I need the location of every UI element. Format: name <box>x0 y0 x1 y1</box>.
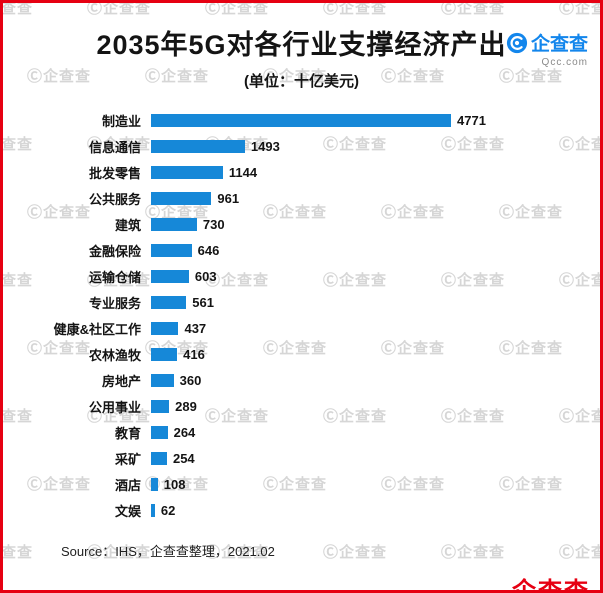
category-label: 建筑 <box>114 217 141 233</box>
value-label: 108 <box>163 476 186 492</box>
category-label: 文娱 <box>114 503 141 519</box>
bar-row: 房地产 360 <box>33 367 600 393</box>
bar <box>151 373 174 387</box>
bar-track: 730 <box>151 217 600 232</box>
category-label: 教育 <box>114 425 141 441</box>
bar-row: 专业服务 561 <box>33 289 600 315</box>
value-label: 416 <box>183 346 205 362</box>
bar-row: 文娱 62 <box>33 497 600 523</box>
chart-title: 2035年5G对各行业支撑经济产出 <box>96 30 507 60</box>
bar-track: 254 <box>151 451 600 466</box>
category-label: 运输仓储 <box>88 269 141 285</box>
bar <box>151 347 178 361</box>
bar-row: 公用事业 289 <box>33 393 600 419</box>
bar-track: 416 <box>151 347 600 362</box>
qcc-logo-domain: Qcc.com <box>541 57 588 68</box>
bar-row: 酒店 108 <box>33 471 600 497</box>
qcc-logo: 企查查 Qcc.com <box>506 29 588 68</box>
category-label: 金融保险 <box>88 243 141 259</box>
bar <box>151 165 223 179</box>
bar-row: 公共服务 961 <box>33 185 600 211</box>
chart-header: 2035年5G对各行业支撑经济产出 (单位：十亿美元) 企查查 Qcc.com <box>3 3 600 91</box>
value-label: 603 <box>194 268 217 284</box>
bar-row: 建筑 730 <box>33 211 600 237</box>
bar <box>151 477 158 491</box>
value-label: 646 <box>197 242 220 258</box>
bar-track: 289 <box>151 399 600 414</box>
bar-track: 1493 <box>151 139 600 154</box>
bar-track: 603 <box>151 269 600 284</box>
bar <box>151 295 187 309</box>
bar-row: 金融保险 646 <box>33 237 600 263</box>
bar <box>151 191 212 205</box>
category-label: 酒店 <box>114 477 141 493</box>
bar-row: 健康&社区工作 437 <box>33 315 600 341</box>
source-note: Source：IHS，企查查整理，2021.02 <box>61 544 275 559</box>
value-label: 360 <box>179 372 202 388</box>
bar-track: 360 <box>151 373 600 388</box>
bar <box>151 269 189 283</box>
bar <box>151 139 245 153</box>
bar-track: 108 <box>151 477 600 492</box>
bar <box>151 503 155 517</box>
qcc-logo-icon <box>506 32 528 54</box>
category-label: 公共服务 <box>88 191 141 207</box>
value-label: 437 <box>184 320 207 336</box>
bar <box>151 399 170 413</box>
bar-row: 运输仓储 603 <box>33 263 600 289</box>
value-label: 561 <box>192 294 214 310</box>
bar-row: 采矿 254 <box>33 445 600 471</box>
bar-track: 264 <box>151 425 600 440</box>
bar-track: 961 <box>151 191 600 206</box>
bar-row: 农林渔牧 416 <box>33 341 600 367</box>
qcc-logo-text: 企查查 <box>530 34 588 55</box>
value-label: 254 <box>172 450 195 466</box>
bar-track: 437 <box>151 321 600 336</box>
chart-subtitle: (单位：十亿美元) <box>244 73 359 90</box>
category-label: 房地产 <box>101 373 141 389</box>
category-label: 信息通信 <box>88 139 141 155</box>
bar-track: 1144 <box>151 165 600 180</box>
category-label: 公用事业 <box>88 399 141 415</box>
bar-row: 教育 264 <box>33 419 600 445</box>
category-label: 健康&社区工作 <box>53 321 141 337</box>
category-label: 农林渔牧 <box>88 347 141 363</box>
bar <box>151 243 192 257</box>
bar-track: 62 <box>151 503 600 518</box>
value-label: 4771 <box>457 112 486 128</box>
category-label: 批发零售 <box>88 165 141 181</box>
bar-row: 信息通信 1493 <box>33 133 600 159</box>
bar-track: 561 <box>151 295 600 310</box>
value-label: 289 <box>175 398 197 414</box>
value-label: 62 <box>160 502 176 518</box>
bar-row: 制造业 4771 <box>33 107 600 133</box>
bar <box>151 321 179 335</box>
value-label: 264 <box>173 424 196 440</box>
category-label: 采矿 <box>114 451 141 467</box>
cropped-red-watermark: 企查查 <box>512 578 590 593</box>
bar <box>151 425 168 439</box>
value-label: 1144 <box>228 164 258 180</box>
bar-track: 646 <box>151 243 600 258</box>
value-label: 961 <box>217 190 240 206</box>
bar-row: 批发零售 1144 <box>33 159 600 185</box>
bar-chart: 制造业 4771 信息通信 1493 批发零售 1144 公共服务 961 建筑 730 金融保险 6… <box>3 107 600 523</box>
bar <box>151 113 451 127</box>
category-label: 制造业 <box>101 113 141 129</box>
bar <box>151 217 197 231</box>
category-label: 专业服务 <box>88 295 141 311</box>
value-label: 1493 <box>250 138 280 154</box>
bar <box>151 451 167 465</box>
bar-track: 4771 <box>151 113 600 128</box>
value-label: 730 <box>202 216 225 232</box>
